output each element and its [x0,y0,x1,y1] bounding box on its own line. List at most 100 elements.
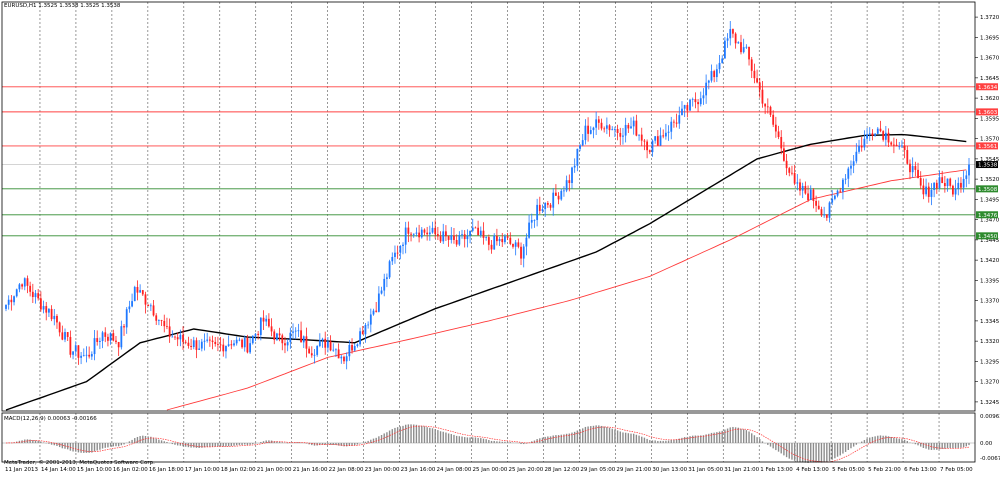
candle-body [335,349,337,351]
y-tick-label: 1.3320 [980,339,1000,345]
candle-body [308,348,311,354]
candle-body [619,132,622,137]
candle-body [753,70,756,79]
candle-body [359,331,361,345]
y-tick-label: 1.3270 [980,380,1000,386]
candle-body [909,163,911,173]
candle-body [960,182,962,188]
candle-body [807,193,809,201]
candle-body [670,121,673,132]
candle-body [428,232,431,235]
x-tick-label: 1 Feb 13:00 [760,467,793,473]
candle-body [72,351,74,355]
candle-body [163,320,166,327]
candle-body [74,345,77,352]
x-tick-label: 28 Jan 12:00 [544,467,579,473]
candle-body [246,337,249,353]
candle-body [144,294,147,305]
candle-body [694,99,697,103]
candle-body [659,135,662,146]
candle-body [611,129,614,131]
level-price-tag [976,142,998,150]
candle-body [858,145,860,152]
candle-body [149,305,152,307]
x-tick-label: 14 Jan 14:00 [41,467,76,473]
candle-body [345,356,348,362]
candle-body [326,341,329,348]
candle-body [39,298,42,310]
candle-body [868,133,871,135]
candle-body [431,227,434,233]
candle-body [860,145,863,148]
candle-body [270,326,273,332]
candle-body [450,235,453,240]
candle-body [267,318,270,327]
candle-body [93,338,96,355]
candle-body [941,177,944,184]
candle-body [946,178,949,187]
candle-body [420,229,423,238]
candle-body [654,136,657,141]
candle-body [214,341,217,345]
candle-body [871,133,874,136]
candle-body [133,286,136,302]
level-price-tag-label: 1.3508 [978,187,998,193]
candle-body [479,230,482,236]
y-tick-label: 1.3520 [980,177,1000,183]
candle-body [131,301,133,307]
candle-body [469,230,471,236]
y-tick-label: 1.3645 [980,76,1000,82]
candle-body [61,332,64,340]
macd-histogram [2,424,975,463]
candle-body [839,190,842,192]
candle-body [348,345,351,357]
x-tick-label: 29 Jan 21:00 [616,467,651,473]
candle-body [471,227,474,231]
candle-body [683,105,686,109]
candle-body [115,340,117,342]
candle-body [238,339,241,341]
candle-body [935,182,938,189]
candle-body [796,182,799,184]
ma-red-line [166,169,967,411]
candle-body [962,178,965,188]
candle-body [809,189,812,201]
candle-body [13,296,15,303]
x-tick-label: 22 Jan 08:00 [329,467,364,473]
candle-body [176,337,179,340]
candle-body [949,178,952,186]
candle-body [412,233,415,235]
level-price-tag [976,83,998,91]
x-tick-label: 21 Jan 00:00 [257,467,292,473]
candle-body [710,71,713,81]
candle-body [662,135,665,137]
candle-body [785,160,788,169]
candle-body [627,124,630,129]
candle-body [388,261,391,278]
candle-body [276,333,278,340]
candle-body [638,134,640,136]
candle-body [369,314,372,325]
candle-body [37,293,40,299]
candle-body [673,121,675,123]
level-price-tag [976,211,998,219]
candle-body [530,220,533,223]
candle-body [525,237,528,247]
candle-body [903,145,906,151]
candle-body [831,198,834,203]
candle-body [257,333,260,335]
candle-body [259,317,262,335]
candle-body [284,343,286,346]
candle-body [160,320,163,321]
candle-body [748,46,750,60]
candle-body [713,71,716,78]
candle-body [632,120,635,127]
candle-body [648,150,651,153]
candle-body [721,58,724,63]
level-price-tag [976,232,998,240]
candle-body [241,339,243,348]
candle-body [546,203,549,205]
candle-body [560,190,563,200]
candle-body [836,190,839,196]
